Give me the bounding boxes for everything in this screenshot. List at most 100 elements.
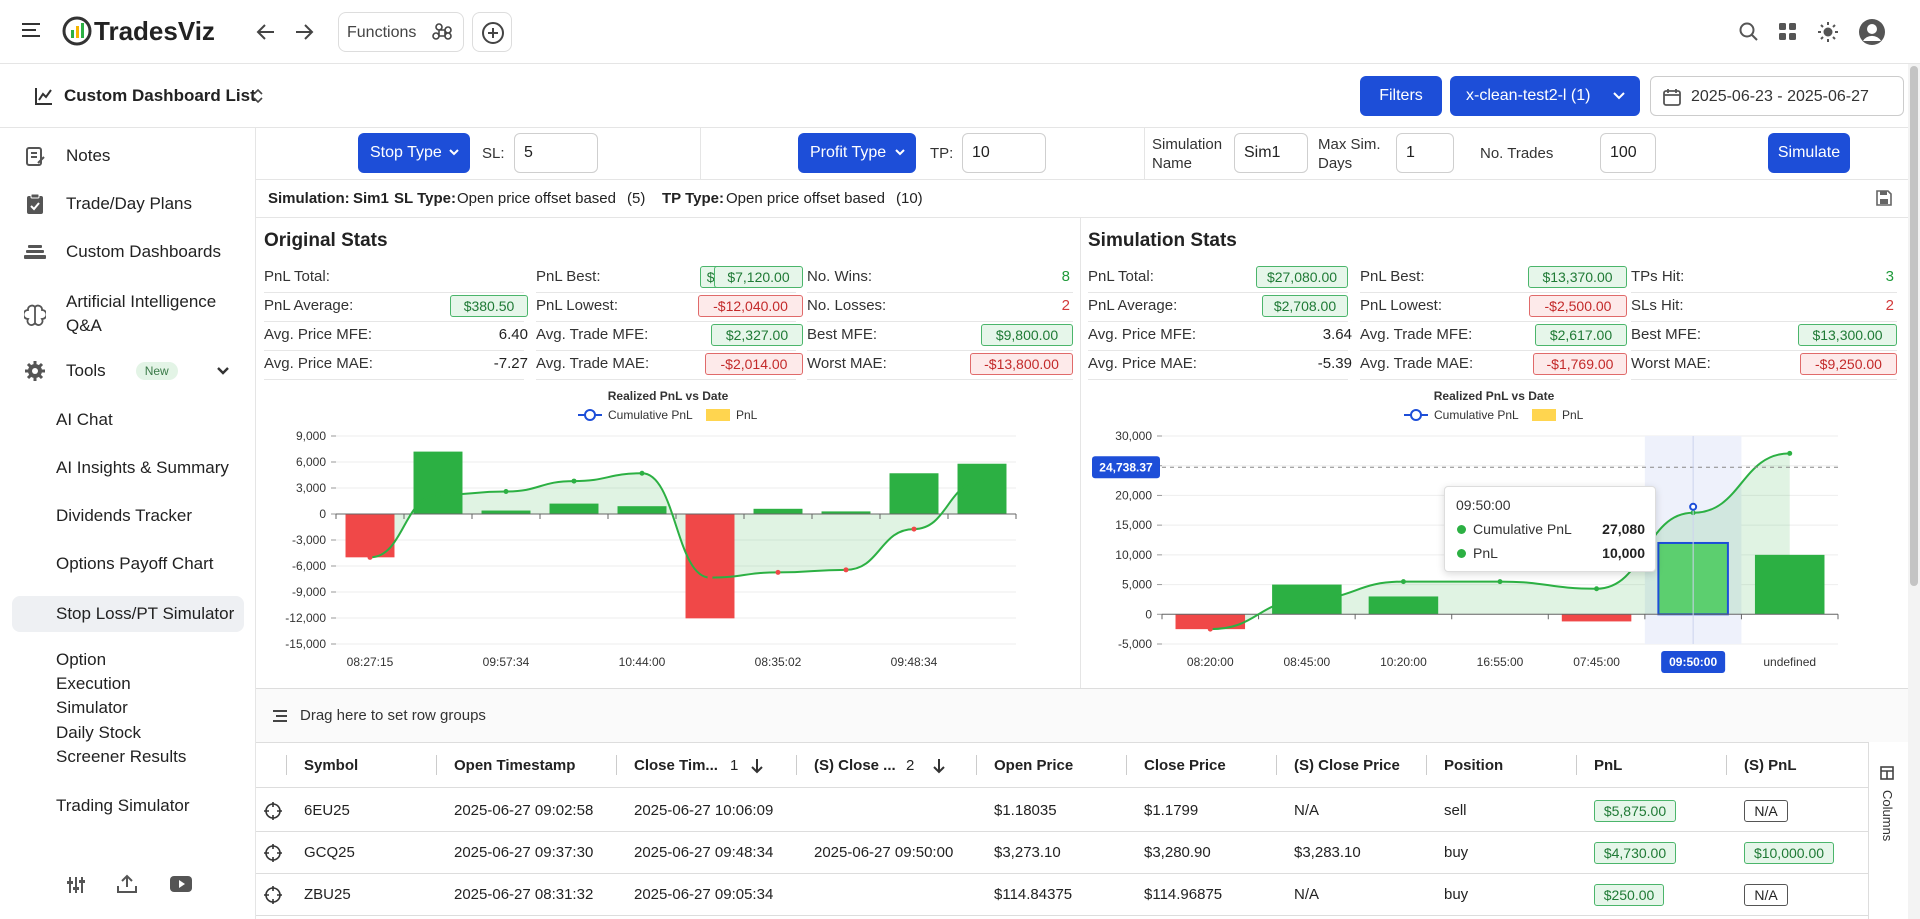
- pnl-average-label: PnL Average:: [264, 297, 354, 314]
- pnl-bar: [481, 510, 531, 514]
- sidebar-item-custom-dashboards[interactable]: Custom Dashboards: [12, 237, 244, 267]
- user-avatar-icon[interactable]: [1858, 18, 1886, 50]
- table-row[interactable]: 6EU25 2025-06-27 09:02:58 2025-06-27 10:…: [256, 790, 1868, 832]
- cell-position: sell: [1444, 802, 1467, 819]
- columns-side-panel[interactable]: Columns: [1868, 742, 1904, 919]
- functions-button[interactable]: Functions: [338, 12, 464, 52]
- col-close-price[interactable]: Close Price: [1144, 757, 1226, 774]
- profit-type-label: Profit Type: [810, 144, 887, 161]
- sidebar-item-option-execution[interactable]: Option Execution Simulator: [56, 650, 131, 717]
- sort-down-arrow-icon[interactable]: [750, 758, 764, 774]
- col-close-timestamp[interactable]: Close Tim...: [634, 757, 718, 774]
- sl-input[interactable]: 5: [514, 133, 598, 173]
- sidebar-item-label: Trade/Day Plans: [66, 194, 192, 213]
- cumulative-point: [843, 567, 849, 573]
- legend-line-marker: [1410, 409, 1422, 421]
- max-days-input[interactable]: 1: [1396, 133, 1454, 173]
- app-name[interactable]: TradesViz: [94, 16, 215, 46]
- col-s-close-price[interactable]: (S) Close Price: [1294, 757, 1400, 774]
- sidebar-item-notes[interactable]: Notes: [12, 141, 244, 171]
- pnl-bar: [889, 473, 939, 514]
- crosshair-icon[interactable]: [264, 886, 282, 904]
- cell-position: buy: [1444, 886, 1469, 903]
- col-open-price[interactable]: Open Price: [994, 757, 1074, 774]
- profit-type-dropdown[interactable]: Profit Type: [798, 133, 916, 173]
- gear-icon: [20, 356, 50, 386]
- col-symbol[interactable]: Symbol: [304, 757, 359, 774]
- cumulative-point: [1497, 579, 1503, 585]
- stop-type-dropdown[interactable]: Stop Type: [358, 133, 470, 173]
- account-select[interactable]: x-clean-test2-l (1): [1450, 76, 1640, 116]
- col-s-close-timestamp[interactable]: (S) Close ...: [814, 757, 896, 774]
- clipboard-icon: [20, 189, 50, 219]
- sim-avg-trade-mae-label: Avg. Trade MAE:: [1360, 355, 1474, 372]
- dashboard-header: Custom Dashboard List Filters x-clean-te…: [0, 64, 1920, 128]
- col-s-pnl[interactable]: (S) PnL: [1744, 757, 1797, 774]
- sim-name-input[interactable]: Sim1: [1234, 133, 1308, 173]
- columns-label: Columns: [1880, 790, 1895, 842]
- menu-icon[interactable]: [22, 22, 42, 38]
- sidebar-item-dividends-tracker[interactable]: Dividends Tracker: [56, 506, 193, 525]
- sidebar-item-stock-screener[interactable]: Daily Stock Screener Results: [56, 723, 187, 766]
- date-range-text: 2025-06-23 - 2025-06-27: [1691, 88, 1869, 105]
- tooltip-pnl-value: 10,000: [1602, 545, 1645, 561]
- sidebar-item-ai-chat[interactable]: AI Chat: [56, 410, 113, 429]
- tp-input[interactable]: 10: [962, 133, 1046, 173]
- pnl-bar: [957, 463, 1007, 514]
- simulation-pnl-chart[interactable]: Realized PnL vs Date Cumulative PnL PnL 30,…: [1082, 380, 1906, 680]
- table-row[interactable]: ZBU25 2025-06-27 08:31:32 2025-06-27 09:…: [256, 874, 1868, 916]
- sort-down-arrow-icon[interactable]: [932, 758, 946, 774]
- sidebar: Notes Trade/Day Plans Custom Dashboards …: [0, 128, 256, 919]
- sidebar-item-label: Artificial Intelligence Q&A: [66, 292, 217, 335]
- cell-close-ts: 2025-06-27 10:06:09: [634, 802, 774, 819]
- pnl-lowest-label: PnL Lowest:: [536, 297, 618, 314]
- sidebar-item-trade-day-plans[interactable]: Trade/Day Plans: [12, 189, 244, 219]
- y-tick-label: 10,000: [1115, 548, 1152, 562]
- no-wins-value: 8: [1061, 268, 1070, 285]
- sun-icon[interactable]: [1816, 20, 1840, 48]
- page-scrollbar[interactable]: [1908, 64, 1920, 919]
- sidebar-item-trading-simulator[interactable]: Trading Simulator: [56, 796, 190, 815]
- sidebar-item-tools[interactable]: Tools New: [12, 356, 244, 386]
- crosshair-icon[interactable]: [264, 844, 282, 862]
- cell-position: buy: [1444, 844, 1469, 861]
- youtube-icon[interactable]: [170, 876, 192, 896]
- search-icon[interactable]: [1738, 21, 1760, 47]
- sidebar-item-options-payoff[interactable]: Options Payoff Chart: [56, 554, 214, 573]
- date-range-picker[interactable]: 2025-06-23 - 2025-06-27: [1650, 76, 1904, 116]
- col-pnl[interactable]: PnL: [1594, 757, 1623, 774]
- save-icon[interactable]: [1876, 190, 1892, 206]
- pnl-bar: [1754, 554, 1825, 615]
- pnl-lowest-value: -$12,040.00: [698, 295, 803, 317]
- tp-type-num: (10): [896, 190, 923, 207]
- back-arrow-icon[interactable]: [254, 20, 278, 48]
- no-trades-input[interactable]: 100: [1600, 133, 1656, 173]
- col-open-timestamp[interactable]: Open Timestamp: [454, 757, 576, 774]
- cell-pnl: $5,875.00: [1594, 800, 1676, 822]
- simulate-button[interactable]: Simulate: [1768, 133, 1850, 173]
- legend-label: Cumulative PnL: [608, 408, 693, 422]
- dashboard-list-title[interactable]: Custom Dashboard List: [64, 86, 256, 105]
- sidebar-item-stop-loss-simulator[interactable]: Stop Loss/PT Simulator: [12, 596, 244, 632]
- crosshair-icon[interactable]: [264, 802, 282, 820]
- filters-button[interactable]: Filters: [1360, 76, 1442, 116]
- sort-chevron-icon[interactable]: [252, 87, 264, 109]
- original-pnl-chart[interactable]: Realized PnL vs Date Cumulative PnL PnL 9,0…: [256, 380, 1080, 680]
- apps-grid-icon[interactable]: [1778, 22, 1798, 46]
- original-stats-panel: Original Stats PnL Total: $3,805.00 PnL …: [256, 218, 1080, 688]
- sidebar-item-ai-insights[interactable]: AI Insights & Summary: [56, 458, 229, 477]
- sidebar-item-ai-qa[interactable]: Artificial Intelligence Q&A: [12, 290, 244, 338]
- table-row[interactable]: GCQ25 2025-06-27 09:37:30 2025-06-27 09:…: [256, 832, 1868, 874]
- cell-s-close-price: $3,283.10: [1294, 844, 1361, 861]
- best-mfe-label: Best MFE:: [807, 326, 878, 343]
- x-tick-label: 09:48:34: [891, 655, 938, 669]
- forward-arrow-icon[interactable]: [292, 20, 316, 48]
- grid-header: Symbol Open Timestamp Close Tim... 1 (S)…: [256, 742, 1868, 788]
- upload-icon[interactable]: [116, 874, 138, 898]
- sliders-icon[interactable]: [66, 876, 86, 898]
- add-button[interactable]: [472, 12, 512, 52]
- scrollbar-thumb[interactable]: [1910, 66, 1918, 586]
- row-group-panel[interactable]: Drag here to set row groups: [256, 688, 1920, 742]
- col-position[interactable]: Position: [1444, 757, 1504, 774]
- chart-line-icon: [34, 86, 54, 110]
